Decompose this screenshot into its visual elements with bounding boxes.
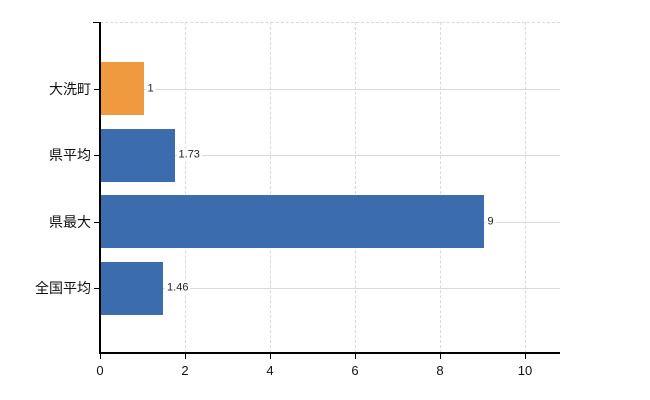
bar-2: [101, 128, 175, 182]
x-gridline: [355, 22, 356, 353]
x-gridline: [270, 22, 271, 353]
category-label: 県最大: [49, 213, 91, 230]
x-axis-tick: [440, 353, 441, 359]
x-axis-tick: [270, 353, 271, 359]
category-gridline: [100, 288, 560, 289]
value-label: 9: [485, 215, 496, 228]
category-gridline: [100, 88, 560, 90]
y-axis-top-tick: [93, 22, 100, 23]
x-tick-label: 2: [181, 363, 189, 378]
x-tick-label: 0: [96, 363, 104, 378]
x-gridline: [185, 22, 186, 353]
bar-3: [101, 195, 484, 248]
x-axis-tick: [100, 353, 101, 359]
x-gridline: [525, 22, 526, 353]
category-label: 全国平均: [35, 280, 91, 296]
category-label: 大洗町: [49, 80, 91, 97]
bar-1: [101, 62, 144, 115]
x-tick-label: 10: [517, 363, 533, 378]
x-axis-tick: [525, 353, 526, 359]
y-axis-tick: [94, 288, 100, 289]
bar-4: [101, 261, 164, 315]
category-label: 県平均: [49, 147, 91, 163]
value-label: 1.46: [165, 281, 191, 295]
x-tick-label: 6: [351, 363, 359, 378]
x-axis-tick: [355, 353, 356, 359]
x-axis-tick: [185, 353, 186, 359]
x-gridline: [440, 22, 441, 353]
x-tick-label: 8: [436, 363, 444, 378]
category-gridline: [100, 155, 560, 156]
y-axis-tick: [94, 221, 100, 223]
plot-top-gridline: [100, 22, 560, 23]
x-axis-line: [99, 352, 560, 354]
value-label: 1: [145, 82, 156, 95]
value-label: 1.73: [176, 148, 202, 162]
y-axis-line: [99, 22, 101, 353]
y-axis-tick: [94, 155, 100, 156]
x-tick-label: 4: [266, 363, 274, 378]
y-axis-tick: [94, 88, 100, 90]
